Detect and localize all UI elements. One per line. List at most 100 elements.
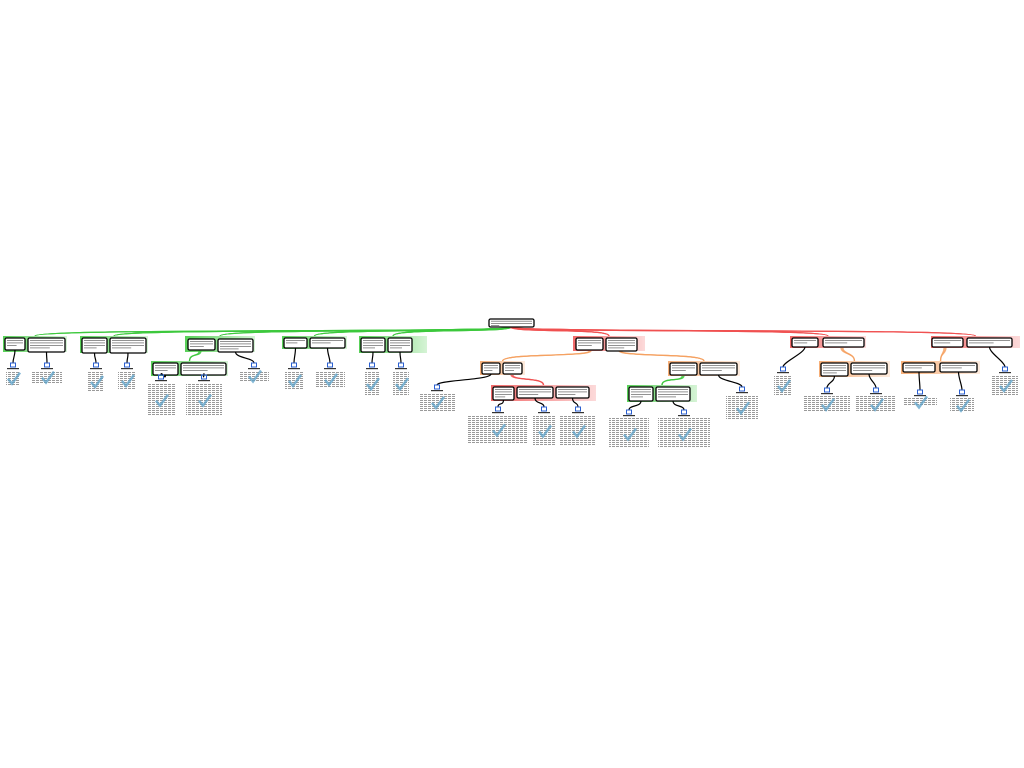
support-link <box>661 375 685 386</box>
rebuttal-link <box>501 350 590 362</box>
contention-text-line <box>491 325 500 326</box>
claim-node[interactable] <box>187 338 216 351</box>
claim-node[interactable] <box>850 362 888 375</box>
checkmark-icon <box>288 374 303 388</box>
source-label <box>121 368 133 370</box>
claim-text-line <box>220 341 251 342</box>
claim-node[interactable] <box>555 386 590 399</box>
source-label <box>678 415 690 417</box>
claim-text-line <box>84 345 105 346</box>
source-icon <box>327 362 333 368</box>
claim-node[interactable] <box>669 362 698 376</box>
claim-text-line <box>672 367 695 369</box>
claim-text-line <box>578 340 601 341</box>
source-icon <box>369 362 375 368</box>
claim-text-line <box>823 372 837 374</box>
claim-text-line <box>363 340 383 341</box>
source-icon <box>44 362 50 368</box>
claim-node[interactable] <box>217 338 254 353</box>
claim-node[interactable] <box>605 337 638 352</box>
oppose-link <box>510 374 545 386</box>
claim-text-line <box>363 347 375 349</box>
rebuttal-link <box>620 350 705 362</box>
checkmark-icon <box>431 396 446 410</box>
claim-node[interactable] <box>152 362 179 376</box>
rebuttal-link <box>939 347 947 362</box>
claim-text-line <box>794 342 808 344</box>
claim-text-line <box>608 345 635 346</box>
source-label <box>956 395 968 397</box>
oppose-link <box>511 326 977 337</box>
claim-node[interactable] <box>492 386 515 401</box>
claim-node[interactable] <box>502 362 523 375</box>
evidence-connector <box>93 352 97 364</box>
evidence-text <box>186 383 222 415</box>
claim-text-line <box>7 345 17 346</box>
claim-node[interactable] <box>699 362 738 376</box>
claim-text-line <box>112 342 144 344</box>
checkmark-icon <box>678 427 693 442</box>
evidence-connector <box>326 347 331 364</box>
evidence-connector <box>782 346 806 368</box>
claim-text-line <box>183 367 224 369</box>
claim-text-line <box>312 342 331 344</box>
source-icon <box>739 386 745 392</box>
source-label <box>288 368 300 370</box>
claim-text-line <box>505 365 520 366</box>
claim-text-line <box>484 367 498 369</box>
claim-text-line <box>658 391 688 393</box>
claim-text-line <box>30 342 63 344</box>
claim-text-line <box>658 394 688 395</box>
claim-text-line <box>30 345 63 346</box>
source-label <box>431 390 443 392</box>
claim-text-line <box>190 346 204 347</box>
claim-text-line <box>390 347 402 349</box>
evidence-connector <box>957 371 963 391</box>
claim-text-line <box>286 340 305 341</box>
claim-node[interactable] <box>4 337 26 351</box>
source-label <box>870 393 882 395</box>
checkmark-icon <box>956 398 971 413</box>
evidence-connector <box>126 352 129 364</box>
claim-node[interactable] <box>820 362 849 377</box>
claim-text-line <box>495 389 512 390</box>
claim-text-line <box>390 345 410 346</box>
evidence-connector <box>45 351 48 364</box>
claim-node[interactable] <box>481 362 501 375</box>
source-label <box>821 393 833 395</box>
evidence-text <box>560 415 596 445</box>
claim-text-line <box>631 389 651 390</box>
claim-text-line <box>558 391 587 393</box>
source-label <box>572 412 584 414</box>
evidence-text <box>856 396 896 412</box>
claim-node[interactable] <box>180 362 227 376</box>
claim-text-line <box>934 342 951 344</box>
claim-text-line <box>905 367 922 369</box>
claim-text-line <box>558 389 587 390</box>
checkmark-icon <box>777 379 792 394</box>
claim-text-line <box>155 365 176 366</box>
checkmark-icon <box>41 370 56 385</box>
checkmark-icon <box>198 393 213 408</box>
claim-text-line <box>363 345 383 346</box>
claim-text-line <box>519 394 539 395</box>
evidence-text <box>118 371 136 389</box>
claim-text-line <box>390 342 410 344</box>
claim-text-line <box>702 367 735 369</box>
checkmark-icon <box>736 401 751 416</box>
oppose-link <box>512 374 545 386</box>
claim-text-line <box>905 365 933 366</box>
claim-text-line <box>942 365 975 366</box>
claim-text-line <box>495 396 506 398</box>
source-icon <box>124 362 130 368</box>
claim-text-line <box>853 367 885 369</box>
claim-text-line <box>825 340 862 341</box>
claim-text-line <box>578 345 592 346</box>
checkmark-icon <box>492 423 507 438</box>
claim-text-line <box>190 341 213 342</box>
checkmark-icon <box>538 424 553 439</box>
source-icon <box>873 387 879 393</box>
claim-node[interactable] <box>575 337 604 351</box>
claim-node[interactable] <box>516 386 554 399</box>
